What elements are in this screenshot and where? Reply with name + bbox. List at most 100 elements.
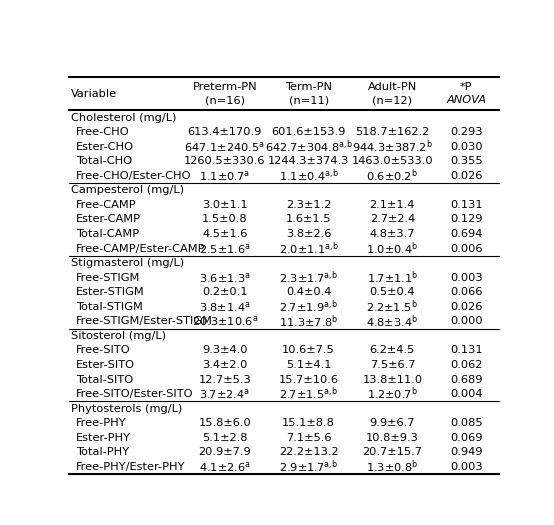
Text: Total-PHY: Total-PHY [76, 447, 129, 457]
Text: 0.030: 0.030 [450, 142, 483, 152]
Text: 0.131: 0.131 [450, 200, 483, 210]
Text: 4.5±1.6: 4.5±1.6 [202, 229, 248, 239]
Text: 2.3±1.7$^{\mathregular{a,\!b}}$: 2.3±1.7$^{\mathregular{a,\!b}}$ [279, 269, 338, 286]
Text: 10.8±9.3: 10.8±9.3 [366, 433, 419, 443]
Text: 20.9±7.9: 20.9±7.9 [198, 447, 252, 457]
Text: 5.1±4.1: 5.1±4.1 [286, 360, 331, 370]
Text: 6.2±4.5: 6.2±4.5 [370, 345, 415, 355]
Text: 0.5±0.4: 0.5±0.4 [370, 287, 415, 297]
Text: 1244.3±374.3: 1244.3±374.3 [268, 156, 350, 166]
Text: Campesterol (mg/L): Campesterol (mg/L) [71, 185, 184, 195]
Text: 0.131: 0.131 [450, 345, 483, 355]
Text: 1260.5±330.6: 1260.5±330.6 [184, 156, 265, 166]
Text: 7.1±5.6: 7.1±5.6 [286, 433, 331, 443]
Text: 3.7±2.4$^{\mathregular{a}}$: 3.7±2.4$^{\mathregular{a}}$ [199, 387, 250, 401]
Text: 0.949: 0.949 [450, 447, 483, 457]
Text: Free-STIGM: Free-STIGM [76, 272, 140, 282]
Text: 12.7±5.3: 12.7±5.3 [198, 374, 252, 384]
Text: 0.4±0.4: 0.4±0.4 [286, 287, 331, 297]
Text: 9.9±6.7: 9.9±6.7 [370, 418, 415, 428]
Text: Ester-CHO: Ester-CHO [76, 142, 134, 152]
Text: 647.1±240.5$^{\mathregular{a}}$: 647.1±240.5$^{\mathregular{a}}$ [184, 140, 265, 154]
Text: 20.3±10.6$^{\mathregular{a}}$: 20.3±10.6$^{\mathregular{a}}$ [192, 314, 258, 328]
Text: Free-CAMP/Ester-CAMP: Free-CAMP/Ester-CAMP [76, 244, 205, 254]
Text: 15.1±8.8: 15.1±8.8 [282, 418, 335, 428]
Text: 20.7±15.7: 20.7±15.7 [362, 447, 422, 457]
Text: Ester-STIGM: Ester-STIGM [76, 287, 145, 297]
Text: 3.8±1.4$^{\mathregular{a}}$: 3.8±1.4$^{\mathregular{a}}$ [199, 300, 251, 314]
Text: 0.026: 0.026 [450, 171, 483, 181]
Text: 9.3±4.0: 9.3±4.0 [202, 345, 248, 355]
Text: Free-CHO: Free-CHO [76, 127, 129, 137]
Text: Free-CAMP: Free-CAMP [76, 200, 136, 210]
Text: (n=16): (n=16) [205, 96, 245, 106]
Text: 2.9±1.7$^{\mathregular{a,\!b}}$: 2.9±1.7$^{\mathregular{a,\!b}}$ [279, 458, 338, 475]
Text: Total-CAMP: Total-CAMP [76, 229, 139, 239]
Text: Term-PN: Term-PN [285, 82, 332, 92]
Text: ANOVA: ANOVA [447, 96, 486, 106]
Text: Phytosterols (mg/L): Phytosterols (mg/L) [71, 404, 183, 414]
Text: 0.004: 0.004 [450, 389, 483, 399]
Text: 1.2±0.7$^{\mathregular{b}}$: 1.2±0.7$^{\mathregular{b}}$ [367, 386, 418, 402]
Text: *P: *P [460, 82, 473, 92]
Text: 1.5±0.8: 1.5±0.8 [202, 214, 248, 225]
Text: 1.0±0.4$^{\mathregular{b}}$: 1.0±0.4$^{\mathregular{b}}$ [366, 240, 419, 257]
Text: Total-STIGM: Total-STIGM [76, 302, 142, 312]
Text: 0.066: 0.066 [450, 287, 483, 297]
Text: 10.6±7.5: 10.6±7.5 [282, 345, 335, 355]
Text: 1463.0±533.0: 1463.0±533.0 [352, 156, 433, 166]
Text: 0.062: 0.062 [450, 360, 483, 370]
Text: Stigmasterol (mg/L): Stigmasterol (mg/L) [71, 258, 184, 268]
Text: 4.1±2.6$^{\mathregular{a}}$: 4.1±2.6$^{\mathregular{a}}$ [199, 460, 251, 474]
Text: 0.694: 0.694 [450, 229, 483, 239]
Text: Free-CHO/Ester-CHO: Free-CHO/Ester-CHO [76, 171, 191, 181]
Text: Ester-CAMP: Ester-CAMP [76, 214, 141, 225]
Text: 0.000: 0.000 [450, 317, 483, 327]
Text: 1.1±0.4$^{\mathregular{a,\!b}}$: 1.1±0.4$^{\mathregular{a,\!b}}$ [279, 167, 338, 184]
Text: 0.355: 0.355 [450, 156, 483, 166]
Text: (n=12): (n=12) [372, 96, 412, 106]
Text: Ester-PHY: Ester-PHY [76, 433, 131, 443]
Text: 2.3±1.2: 2.3±1.2 [286, 200, 331, 210]
Text: Free-STIGM/Ester-STIGM: Free-STIGM/Ester-STIGM [76, 317, 213, 327]
Text: Adult-PN: Adult-PN [368, 82, 417, 92]
Text: 22.2±13.2: 22.2±13.2 [279, 447, 338, 457]
Text: Cholesterol (mg/L): Cholesterol (mg/L) [71, 112, 177, 122]
Text: 601.6±153.9: 601.6±153.9 [271, 127, 346, 137]
Text: 5.1±2.8: 5.1±2.8 [202, 433, 248, 443]
Text: 0.003: 0.003 [450, 272, 483, 282]
Text: 2.7±1.9$^{\mathregular{a,\!b}}$: 2.7±1.9$^{\mathregular{a,\!b}}$ [279, 299, 338, 315]
Text: 15.8±6.0: 15.8±6.0 [198, 418, 252, 428]
Text: 3.6±1.3$^{\mathregular{a}}$: 3.6±1.3$^{\mathregular{a}}$ [199, 271, 251, 285]
Text: 0.293: 0.293 [450, 127, 483, 137]
Text: 4.8±3.4$^{\mathregular{b}}$: 4.8±3.4$^{\mathregular{b}}$ [366, 313, 418, 330]
Text: 1.3±0.8$^{\mathregular{b}}$: 1.3±0.8$^{\mathregular{b}}$ [366, 458, 418, 475]
Text: 1.1±0.7$^{\mathregular{a}}$: 1.1±0.7$^{\mathregular{a}}$ [199, 169, 250, 183]
Text: 3.4±2.0: 3.4±2.0 [202, 360, 248, 370]
Text: 2.7±1.5$^{\mathregular{a,\!b}}$: 2.7±1.5$^{\mathregular{a,\!b}}$ [279, 386, 338, 402]
Text: 944.3±387.2$^{\mathregular{b}}$: 944.3±387.2$^{\mathregular{b}}$ [352, 139, 433, 155]
Text: 0.6±0.2$^{\mathregular{b}}$: 0.6±0.2$^{\mathregular{b}}$ [366, 167, 418, 184]
Text: 15.7±10.6: 15.7±10.6 [279, 374, 338, 384]
Text: 1.6±1.5: 1.6±1.5 [286, 214, 331, 225]
Text: 2.7±2.4: 2.7±2.4 [370, 214, 415, 225]
Text: 0.003: 0.003 [450, 462, 483, 472]
Text: Free-PHY: Free-PHY [76, 418, 126, 428]
Text: Variable: Variable [71, 89, 117, 99]
Text: 4.8±3.7: 4.8±3.7 [370, 229, 415, 239]
Text: 11.3±7.8$^{\mathregular{b}}$: 11.3±7.8$^{\mathregular{b}}$ [279, 313, 338, 330]
Text: 0.069: 0.069 [450, 433, 483, 443]
Text: 0.129: 0.129 [450, 214, 483, 225]
Text: Ester-SITO: Ester-SITO [76, 360, 135, 370]
Text: Free-SITO: Free-SITO [76, 345, 130, 355]
Text: (n=11): (n=11) [289, 96, 329, 106]
Text: 613.4±170.9: 613.4±170.9 [188, 127, 262, 137]
Text: 0.085: 0.085 [450, 418, 483, 428]
Text: 0.006: 0.006 [450, 244, 483, 254]
Text: Total-CHO: Total-CHO [76, 156, 132, 166]
Text: 2.0±1.1$^{\mathregular{a,\!b}}$: 2.0±1.1$^{\mathregular{a,\!b}}$ [279, 240, 338, 257]
Text: 7.5±6.7: 7.5±6.7 [370, 360, 415, 370]
Text: 0.689: 0.689 [450, 374, 483, 384]
Text: 1.7±1.1$^{\mathregular{b}}$: 1.7±1.1$^{\mathregular{b}}$ [367, 269, 418, 286]
Text: 2.1±1.4: 2.1±1.4 [370, 200, 415, 210]
